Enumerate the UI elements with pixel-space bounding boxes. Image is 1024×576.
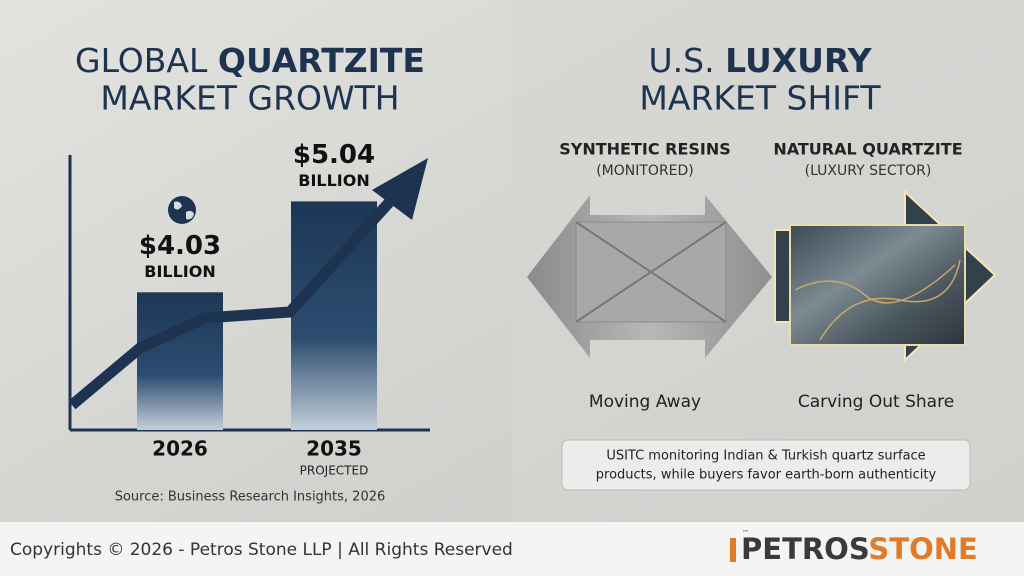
- x-tick-label: 2035: [306, 437, 362, 461]
- column-subheading: (LUXURY SECTOR): [805, 163, 932, 179]
- column-caption: Carving Out Share: [798, 392, 954, 412]
- globe-icon: [168, 196, 196, 224]
- footer: [0, 522, 1024, 576]
- column-subheading: (MONITORED): [596, 163, 694, 179]
- value-unit: BILLION: [144, 262, 215, 281]
- panel-title: U.S. LUXURY: [649, 41, 873, 80]
- value-unit: BILLION: [298, 171, 369, 190]
- category-note: PROJECTED: [300, 464, 369, 478]
- column-heading: SYNTHETIC RESINS: [559, 140, 731, 159]
- chart-title-line2: MARKET GROWTH: [100, 79, 399, 118]
- logo: PETROSSTONE: [741, 532, 978, 566]
- note-line: products, while buyers favor earth-born …: [596, 468, 937, 483]
- quartzite-graphic: [774, 189, 997, 363]
- panel-title-line2: MARKET SHIFT: [639, 79, 881, 118]
- title-emphasis: LUXURY: [725, 41, 872, 80]
- title-lead: GLOBAL: [75, 41, 218, 80]
- value-label: $5.04: [293, 140, 375, 170]
- note-line: USITC monitoring Indian & Turkish quartz…: [606, 449, 925, 464]
- source: Source: Business Research Insights, 2026: [115, 490, 386, 505]
- value-label: $4.03: [139, 231, 221, 261]
- logo-part: STONE: [868, 532, 977, 566]
- title-emphasis: QUARTZITE: [218, 41, 425, 80]
- resin-graphic: [527, 195, 772, 358]
- growth-arrow: [68, 192, 400, 410]
- copyright: Copyrights © 2026 - Petros Stone LLP | A…: [10, 540, 513, 560]
- logo-part: PETROS: [741, 532, 868, 566]
- column-heading: NATURAL QUARTZITE: [773, 140, 962, 159]
- x-tick-label: 2026: [152, 437, 208, 461]
- title-lead: U.S.: [649, 41, 726, 80]
- column-caption: Moving Away: [589, 392, 701, 412]
- logo-mark: [730, 538, 736, 562]
- note-box: [561, 439, 971, 491]
- trademark: ™: [742, 529, 749, 537]
- chart-title: GLOBAL QUARTZITE: [75, 41, 425, 80]
- arrow-head: [372, 158, 428, 220]
